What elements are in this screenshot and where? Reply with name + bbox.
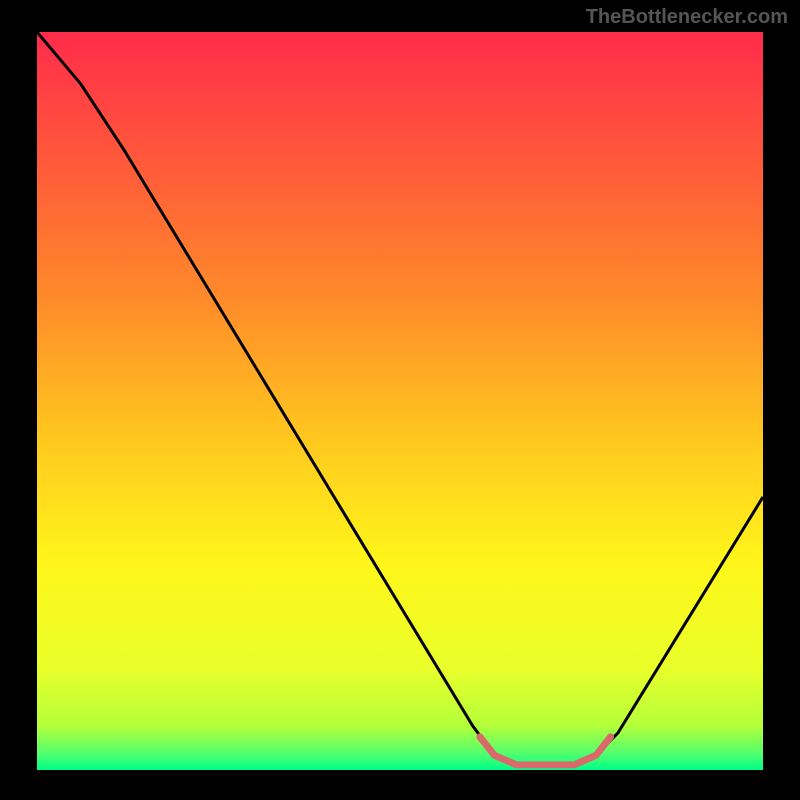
chart-container: TheBottlenecker.com — [0, 0, 800, 800]
gradient-background — [37, 32, 763, 770]
bottleneck-chart — [37, 32, 763, 770]
watermark-text: TheBottlenecker.com — [586, 6, 788, 29]
